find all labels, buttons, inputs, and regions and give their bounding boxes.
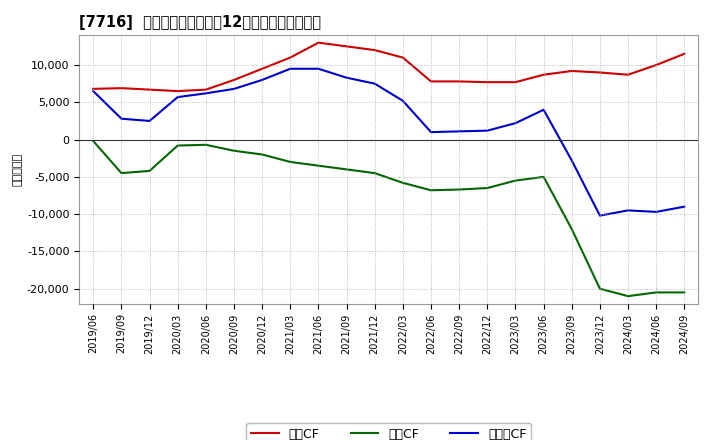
Line: 投資CF: 投資CF	[94, 141, 684, 296]
営業CF	[483, 80, 492, 85]
投資CF	[455, 187, 464, 192]
投資CF	[342, 167, 351, 172]
投資CF	[89, 139, 98, 144]
フリーCF	[286, 66, 294, 71]
フリーCF	[342, 75, 351, 81]
営業CF	[258, 66, 266, 71]
営業CF	[427, 79, 436, 84]
営業CF	[399, 55, 408, 60]
投資CF	[202, 142, 210, 147]
営業CF	[145, 87, 154, 92]
フリーCF	[145, 118, 154, 124]
営業CF	[595, 70, 604, 75]
営業CF	[652, 62, 660, 68]
営業CF	[342, 44, 351, 49]
Legend: 営業CF, 投資CF, フリーCF: 営業CF, 投資CF, フリーCF	[246, 422, 531, 440]
営業CF	[624, 72, 632, 77]
投資CF	[652, 290, 660, 295]
投資CF	[483, 185, 492, 191]
投資CF	[258, 152, 266, 157]
投資CF	[370, 170, 379, 176]
営業CF	[174, 88, 182, 94]
営業CF	[117, 85, 126, 91]
フリーCF	[314, 66, 323, 71]
フリーCF	[117, 116, 126, 121]
投資CF	[680, 290, 688, 295]
フリーCF	[652, 209, 660, 215]
投資CF	[511, 178, 520, 183]
投資CF	[230, 148, 238, 154]
フリーCF	[427, 129, 436, 135]
フリーCF	[455, 129, 464, 134]
Text: [7716]  キャッシュフローの12か月移動合計の推移: [7716] キャッシュフローの12か月移動合計の推移	[79, 15, 321, 30]
フリーCF	[202, 91, 210, 96]
投資CF	[145, 168, 154, 173]
投資CF	[624, 293, 632, 299]
営業CF	[230, 77, 238, 83]
フリーCF	[174, 95, 182, 100]
投資CF	[286, 159, 294, 165]
営業CF	[455, 79, 464, 84]
営業CF	[539, 72, 548, 77]
投資CF	[174, 143, 182, 148]
投資CF	[595, 286, 604, 291]
投資CF	[117, 170, 126, 176]
Line: 営業CF: 営業CF	[94, 43, 684, 91]
投資CF	[539, 174, 548, 180]
営業CF	[370, 48, 379, 53]
フリーCF	[539, 107, 548, 112]
Line: フリーCF: フリーCF	[94, 69, 684, 216]
フリーCF	[370, 81, 379, 86]
営業CF	[511, 80, 520, 85]
フリーCF	[230, 86, 238, 92]
フリーCF	[595, 213, 604, 218]
営業CF	[680, 51, 688, 56]
投資CF	[567, 227, 576, 232]
フリーCF	[511, 121, 520, 126]
Y-axis label: （百万円）: （百万円）	[13, 153, 23, 186]
営業CF	[89, 86, 98, 92]
フリーCF	[680, 204, 688, 209]
営業CF	[202, 87, 210, 92]
フリーCF	[89, 88, 98, 94]
投資CF	[427, 187, 436, 193]
フリーCF	[399, 98, 408, 103]
営業CF	[314, 40, 323, 45]
営業CF	[567, 68, 576, 73]
フリーCF	[258, 77, 266, 83]
フリーCF	[624, 208, 632, 213]
投資CF	[314, 163, 323, 169]
フリーCF	[483, 128, 492, 133]
営業CF	[286, 55, 294, 60]
フリーCF	[567, 158, 576, 163]
投資CF	[399, 180, 408, 185]
